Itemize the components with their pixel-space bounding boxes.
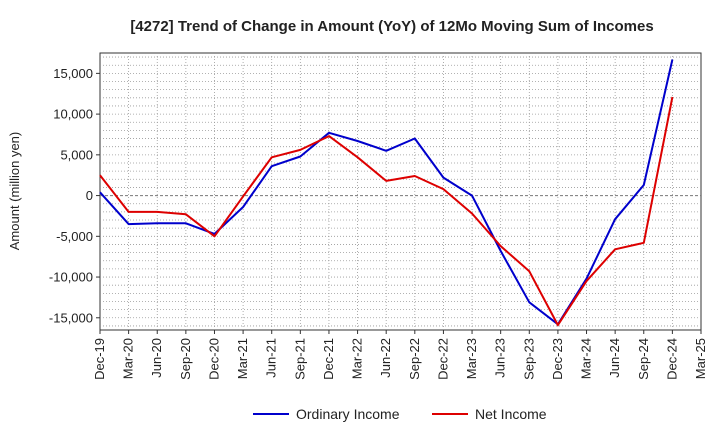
legend-label: Net Income	[475, 406, 547, 422]
x-tick-label: Dec-21	[321, 338, 336, 380]
x-tick-label: Dec-20	[206, 338, 221, 380]
x-tick-label: Dec-19	[92, 338, 107, 380]
series-line-net-income	[99, 96, 674, 327]
x-tick-label: Mar-21	[235, 338, 250, 379]
y-tick-label: 15,000	[53, 66, 93, 81]
x-tick-label: Mar-23	[464, 338, 479, 379]
x-tick-label: Sep-24	[636, 338, 651, 380]
plot-area	[99, 52, 702, 331]
x-tick-label: Sep-21	[292, 338, 307, 380]
x-tick-label: Mar-20	[121, 338, 136, 379]
x-tick-label: Jun-21	[264, 338, 279, 378]
x-tick-label: Jun-24	[607, 338, 622, 378]
x-axis: Dec-19 Mar-20 Jun-20 Sep-20 Dec-20 Mar-21 Jun-…	[92, 330, 708, 380]
y-tick-label: -5,000	[56, 229, 93, 244]
x-tick-label: Mar-25	[693, 338, 708, 379]
y-tick-label: -10,000	[49, 270, 93, 285]
chart-title: [4272] Trend of Change in Amount (YoY) o…	[130, 18, 653, 35]
y-tick-label: -15,000	[49, 310, 93, 325]
x-tick-label: Jun-20	[149, 338, 164, 378]
x-tick-label: Mar-24	[579, 338, 594, 379]
legend: Ordinary Income Net Income	[253, 406, 547, 422]
x-tick-label: Dec-23	[550, 338, 565, 380]
y-tick-label: 10,000	[53, 107, 93, 122]
series-layer	[99, 59, 674, 327]
legend-label: Ordinary Income	[296, 406, 400, 422]
series-line-ordinary-income	[99, 59, 674, 326]
x-tick-label: Jun-22	[378, 338, 393, 378]
y-axis: 15,000 10,000 5,000 0 -5,000 -10,000 -15,000	[49, 66, 100, 325]
x-tick-label: Dec-22	[435, 338, 450, 380]
y-tick-label: 5,000	[60, 147, 93, 162]
x-tick-label: Dec-24	[664, 338, 679, 380]
y-axis-label: Amount (million yen)	[7, 132, 22, 251]
x-tick-label: Sep-23	[521, 338, 536, 380]
y-tick-label: 0	[86, 188, 93, 203]
x-tick-label: Sep-22	[407, 338, 422, 380]
x-tick-label: Sep-20	[178, 338, 193, 380]
x-tick-label: Mar-22	[350, 338, 365, 379]
x-tick-label: Jun-23	[493, 338, 508, 378]
